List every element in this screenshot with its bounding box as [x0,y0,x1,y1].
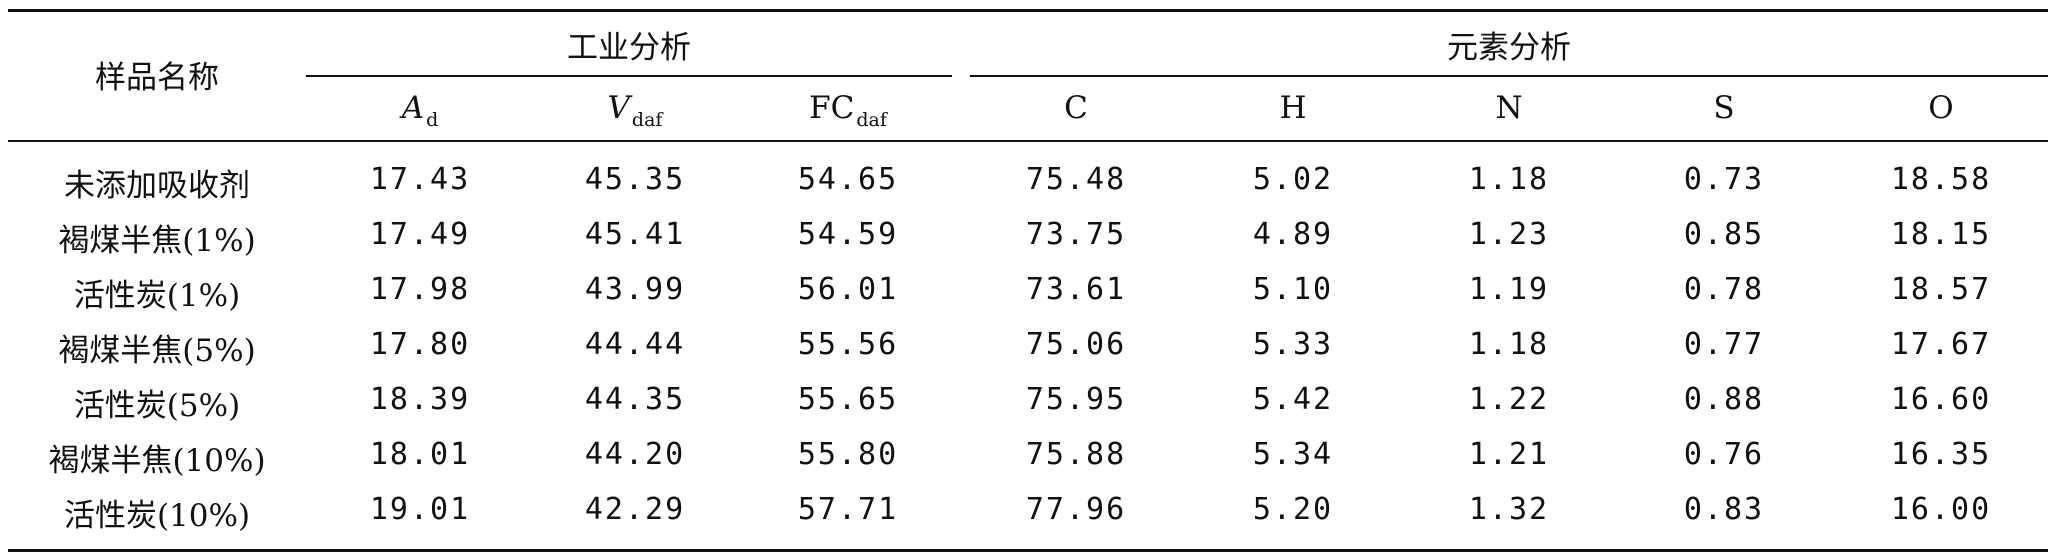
table-cell: 1.21 [1468,437,1550,472]
table-cell: 18.57 [1890,272,1992,307]
table-cell: 73.75 [1025,217,1127,252]
table-cell: 18.15 [1890,217,1992,252]
column-header-symbol: N [1495,90,1523,126]
column-header-symbol: FC [809,90,855,126]
column-header: S [1624,90,1824,126]
table-cell: 44.35 [584,382,686,417]
column-header-symbol: H [1279,90,1307,126]
table-cell: 1.18 [1468,162,1550,197]
table-cell: 16.60 [1890,382,1992,417]
row-sample-name: 未添加吸收剂 [64,168,250,204]
column-header-symbol: A [401,90,425,126]
table-cell: 0.78 [1683,272,1765,307]
table-cell: 77.96 [1025,492,1127,527]
table-cell: 54.65 [797,162,899,197]
table-cell: 17.67 [1890,327,1992,362]
column-header-symbol: S [1713,90,1735,126]
table-cell: 17.43 [369,162,471,197]
table-cell: 73.61 [1025,272,1127,307]
table-cell: 4.89 [1252,217,1334,252]
table-cell: 17.49 [369,217,471,252]
proximate-underline [306,75,952,77]
row-sample-name: 活性炭(1%) [73,278,241,314]
table-cell: 75.95 [1025,382,1127,417]
ultimate-analysis-header: 元素分析 [1447,30,1571,66]
table-cell: 44.20 [584,437,686,472]
table-cell: 0.88 [1683,382,1765,417]
table-cell: 45.35 [584,162,686,197]
table-cell: 5.33 [1252,327,1334,362]
table-cell: 5.42 [1252,382,1334,417]
table-cell: 1.22 [1468,382,1550,417]
table-cell: 5.34 [1252,437,1334,472]
table-cell: 16.00 [1890,492,1992,527]
table-cell: 75.06 [1025,327,1127,362]
column-header-subscript: daf [631,109,663,131]
table-cell: 0.85 [1683,217,1765,252]
row-sample-name: 褐煤半焦(10%) [48,443,266,479]
column-header: C [976,90,1176,126]
column-header: FC daf [748,90,948,131]
bottom-rule [8,549,2048,552]
table-cell: 17.80 [369,327,471,362]
table-cell: 43.99 [584,272,686,307]
table-cell: 1.23 [1468,217,1550,252]
column-header-subscript: daf [856,109,887,131]
header-bottom-rule [8,140,2048,142]
column-header-symbol: O [1928,90,1954,126]
table-cell: 54.59 [797,217,899,252]
table-cell: 1.18 [1468,327,1550,362]
table-cell: 19.01 [369,492,471,527]
table-cell: 0.83 [1683,492,1765,527]
column-header-subscript: d [426,109,439,131]
row-sample-name: 褐煤半焦(1%) [58,223,256,259]
row-sample-name: 褐煤半焦(5%) [58,333,256,369]
table-cell: 16.35 [1890,437,1992,472]
proximate-analysis-header: 工业分析 [567,30,691,66]
table-cell: 56.01 [797,272,899,307]
table-cell: 0.77 [1683,327,1765,362]
row-sample-name: 活性炭(5%) [73,388,241,424]
table-cell: 5.10 [1252,272,1334,307]
table-cell: 42.29 [584,492,686,527]
table-cell: 18.39 [369,382,471,417]
row-sample-name: 活性炭(10%) [63,498,251,534]
table-cell: 0.76 [1683,437,1765,472]
table-cell: 75.48 [1025,162,1127,197]
table-cell: 1.32 [1468,492,1550,527]
table-cell: 55.65 [797,382,899,417]
table-cell: 5.20 [1252,492,1334,527]
table-cell: 55.80 [797,437,899,472]
table-cell: 5.02 [1252,162,1334,197]
table-cell: 0.73 [1683,162,1765,197]
table-cell: 45.41 [584,217,686,252]
table-cell: 18.58 [1890,162,1992,197]
sample-name-header: 样品名称 [95,60,219,96]
table-cell: 18.01 [369,437,471,472]
table-cell: 75.88 [1025,437,1127,472]
column-header-symbol: V [607,90,630,126]
column-header-symbol: C [1064,90,1088,126]
ultimate-underline [970,75,2048,77]
table-cell: 55.56 [797,327,899,362]
table-cell: 57.71 [797,492,899,527]
column-header: H [1193,90,1393,126]
table-cell: 1.19 [1468,272,1550,307]
table-cell: 44.44 [584,327,686,362]
column-header: N [1409,90,1609,126]
column-header: O [1841,90,2041,126]
top-rule [8,9,2048,12]
table-cell: 17.98 [369,272,471,307]
